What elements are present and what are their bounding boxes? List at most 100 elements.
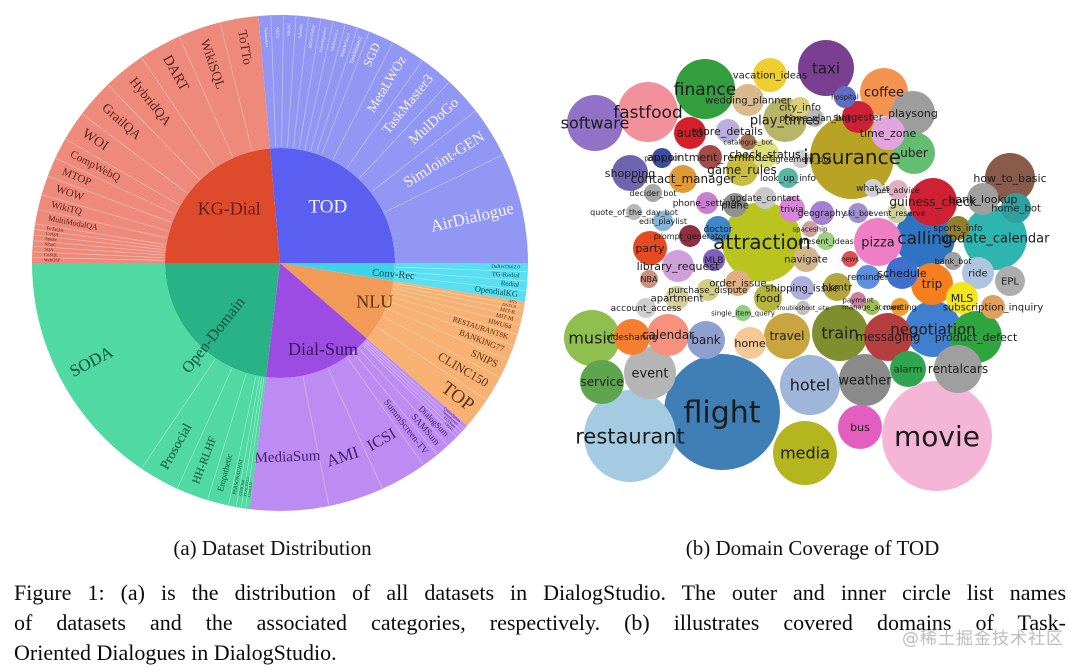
dataset-label: MulDoGo2.1: [329, 29, 339, 51]
bubble-label-hkmtr: hkmtr: [822, 283, 853, 294]
slice-divider: [36, 223, 166, 245]
slice-divider: [55, 158, 176, 215]
bubble-look_up_info: [778, 168, 798, 188]
slice-divider: [38, 209, 167, 239]
slice-divider: [393, 285, 523, 312]
slice-divider: [207, 373, 247, 500]
bubble-label-payment: payment: [842, 296, 873, 304]
sunburst-outer-ring-NLU: [366, 280, 525, 426]
caption-line-2: of datasets and the associated categorie…: [14, 610, 1066, 635]
bubble-fastfood: [618, 82, 678, 142]
bubble-policy_bot: [652, 148, 672, 168]
slice-divider: [332, 42, 393, 160]
bubble-label-bank: bank: [691, 333, 721, 347]
bubble-label-event_reserve: event_reserve: [869, 209, 926, 218]
bubble-prompt_generator: [679, 225, 701, 247]
slice-divider: [371, 110, 476, 193]
bubble-label-party: party: [635, 242, 665, 255]
bubble-label-navigate: navigate: [784, 255, 828, 266]
bubble-label-NBA: NBA: [641, 275, 658, 284]
bubble-label-troubleshoot_site: troubleshoot_site: [777, 305, 829, 312]
subcaption-b: (b) Domain Coverage of TOD: [685, 536, 940, 560]
bubble-label-purchase_dispute: purchase_dispute: [668, 286, 748, 296]
bubble-label-auto: auto: [676, 126, 703, 140]
bubble-label-guiness_check: guiness_check: [889, 195, 976, 209]
bubble-label-coffee: coffee: [864, 86, 904, 101]
bubble-attraction: [722, 202, 802, 282]
bubble-phone_settings: [696, 192, 718, 214]
bubble-manage_account: [864, 299, 880, 315]
bubble-label-uber: uber: [900, 146, 928, 160]
bubble-account_access: [636, 298, 656, 318]
bubble-label-bank_lookup: bank_lookup: [948, 193, 1017, 206]
slice-divider: [346, 357, 424, 465]
bubble-label-train: train: [821, 324, 858, 343]
bubble-label-ridesharing: ridesharing: [607, 333, 658, 343]
bubble-label-look_up_info: look_up_info: [760, 174, 817, 184]
bubble-subscription_inquiry: [981, 295, 1005, 319]
bubble-update_contact: [754, 187, 776, 209]
bubble-train: [812, 305, 868, 361]
bubble-label-rentalcars: rentalcars: [928, 362, 988, 376]
bubble-pet_advice: [888, 180, 908, 200]
slice-divider: [382, 316, 500, 378]
bubble-label-calling: calling: [897, 229, 953, 249]
bubble-media: [773, 421, 837, 485]
dataset-label: FeTaQA: [46, 226, 64, 234]
sunburst-outer-ring-Conv-Rec: [393, 263, 528, 302]
bubble-label-quote_of_the_day_bot: quote_of_the_day_bot: [590, 208, 678, 217]
bubble-how_to_basic: [985, 153, 1035, 203]
bubble-label-fastfood: fastfood: [613, 103, 683, 123]
bubble-appointment_reminder: [698, 145, 722, 169]
bubble-label-subscription_inquiry: subscription_inquiry: [943, 303, 1044, 314]
slice-divider: [228, 376, 257, 505]
bubble-city_info: [790, 97, 810, 117]
bubble-geography: [810, 201, 834, 225]
slice-divider: [327, 368, 383, 489]
dataset-label: MIT-M: [495, 313, 514, 323]
bubble-pizza: [854, 218, 902, 266]
figure-caption: Figure 1: (a) is the distribution of all…: [14, 578, 1066, 668]
bubble-reminder: [856, 265, 880, 289]
bubble-label-calendar: calendar: [642, 328, 694, 342]
bubble-label-shipping_issue: shipping_issue: [765, 284, 838, 295]
slice-divider: [389, 301, 513, 346]
bubble-label-prompt_generator: prompt_generator: [654, 232, 727, 241]
subcaptions: (a) Dataset Distribution (b) Domain Cove…: [0, 536, 1080, 570]
bubble-label-wedding_planner: wedding_planner: [705, 96, 792, 107]
bubble-trip: [911, 263, 953, 305]
dataset-label: HDSA-Dialog: [307, 25, 315, 49]
slice-divider: [304, 21, 334, 150]
bubble-home_bot: [1001, 193, 1031, 223]
dataset-label: Taskmaster1: [263, 27, 269, 47]
slice-divider: [82, 114, 188, 194]
bubble-ski_bot: [848, 203, 868, 223]
bubble-event: [624, 347, 676, 399]
dataset-label: Redial: [500, 279, 519, 289]
category-label-NLU: NLU: [356, 291, 393, 311]
sunburst-outer-ring-KG-Dial: [32, 15, 270, 264]
bubble-payment: [850, 292, 866, 308]
category-label-TOD: TOD: [309, 196, 348, 217]
slice-divider: [353, 352, 438, 455]
slice-divider: [310, 24, 346, 152]
dataset-label: MS-DC: [286, 23, 292, 36]
bubble-label-update_contact: update_contact: [730, 194, 800, 204]
dataset-label: SParC: [45, 241, 57, 247]
bubble-meeting: [891, 298, 909, 316]
slice-divider: [391, 295, 517, 335]
bubble-label-contact_manager: contact_manager: [631, 172, 736, 186]
slice-divider: [359, 82, 450, 179]
bubble-label-trip: trip: [922, 277, 943, 291]
bubble-label-finance: finance: [674, 80, 736, 100]
bubble-label-event: event: [631, 367, 668, 382]
bubble-ridesharing: [614, 319, 650, 355]
bubble-vacation_ideas: [753, 58, 787, 92]
dataset-label: DuRecDial2.0: [491, 265, 520, 271]
slice-divider: [395, 271, 527, 282]
bubble-messaging: [864, 313, 912, 361]
slice-divider: [33, 251, 165, 259]
bubble-label-movie: movie: [894, 420, 980, 453]
bubble-label-music: music: [568, 329, 615, 348]
slice-divider: [362, 344, 457, 437]
